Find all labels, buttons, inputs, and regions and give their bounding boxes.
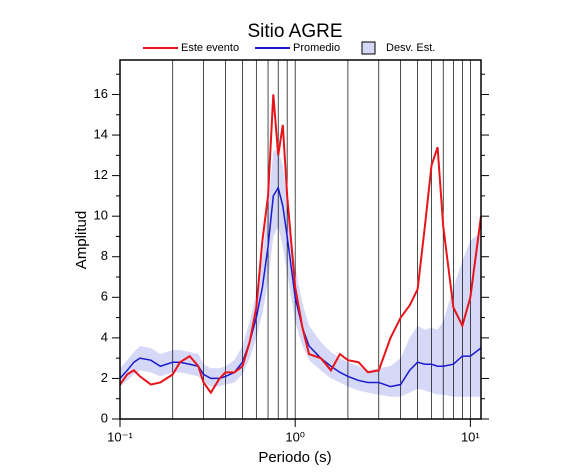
chart-title: Sitio AGRE [247, 21, 342, 42]
y-tick-label: 0 [101, 410, 108, 425]
legend-label: Este evento [181, 42, 239, 54]
y-tick-label: 2 [101, 370, 108, 385]
std-band [120, 149, 481, 397]
x-tick-label: 10¹ [461, 429, 480, 444]
y-tick-label: 6 [101, 289, 108, 304]
x-axis-label: Periodo (s) [258, 449, 331, 466]
y-tick-label: 8 [101, 248, 108, 263]
y-tick-label: 4 [101, 329, 108, 344]
series-line [119, 185, 482, 388]
y-tick-label: 16 [94, 86, 108, 101]
legend-label: Desv. Est. [386, 42, 435, 54]
x-tick-label: 10⁻¹ [107, 429, 133, 444]
legend-swatch [361, 41, 376, 55]
x-tick-label: 10⁰ [285, 429, 305, 444]
y-tick-label: 12 [94, 167, 108, 182]
series-line [119, 94, 482, 395]
plot-frame [119, 59, 482, 420]
legend-label: Promedio [293, 42, 340, 54]
y-tick-label: 10 [94, 208, 108, 223]
y-tick-label: 14 [94, 126, 108, 141]
y-axis-label: Amplitud [73, 211, 90, 269]
